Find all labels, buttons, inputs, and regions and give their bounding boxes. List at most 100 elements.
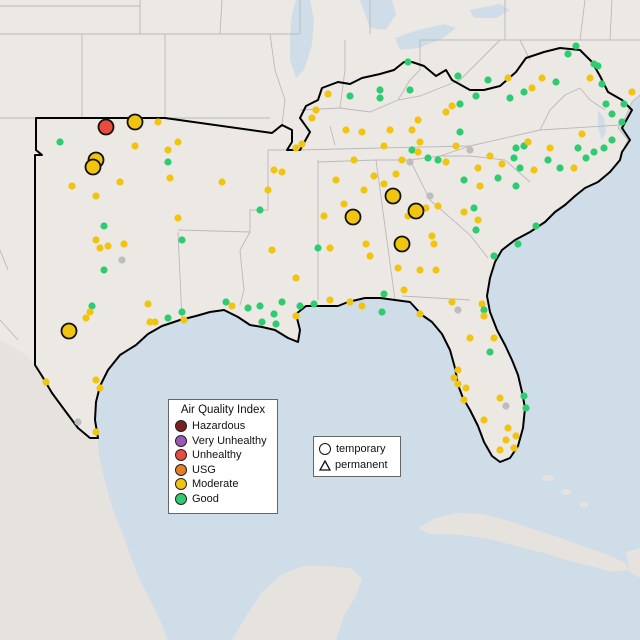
monitor-marker — [512, 182, 520, 190]
monitor-marker — [546, 144, 554, 152]
monitor-marker — [516, 164, 524, 172]
monitor-marker — [270, 166, 278, 174]
monitor-marker — [120, 240, 128, 248]
monitor-marker — [376, 86, 384, 94]
legend-item-permanent: permanent — [319, 457, 395, 473]
monitor-marker — [520, 88, 528, 96]
legend-item-moderate: Moderate — [175, 477, 271, 492]
monitor-marker — [510, 444, 518, 452]
moderate-swatch — [175, 478, 187, 491]
monitor-marker — [490, 334, 498, 342]
monitor-marker — [292, 144, 300, 152]
legend-item-label: Hazardous — [192, 420, 246, 433]
temporary-monitor-marker — [407, 202, 425, 220]
monitor-marker — [472, 92, 480, 100]
monitor-marker — [398, 156, 406, 164]
chesapeake-bay — [598, 110, 606, 140]
monitor-marker — [350, 156, 358, 164]
monitor-marker — [618, 118, 626, 126]
monitor-marker — [590, 148, 598, 156]
monitor-marker — [512, 144, 520, 152]
monitor-marker — [570, 164, 578, 172]
monitor-marker — [100, 266, 108, 274]
monitor-marker — [312, 106, 320, 114]
monitor-marker — [326, 244, 334, 252]
monitor-marker — [442, 108, 450, 116]
monitor-marker — [164, 314, 172, 322]
temporary-monitor-marker — [384, 187, 402, 205]
lake-erie — [395, 24, 456, 50]
monitor-marker — [598, 80, 606, 88]
monitor-marker — [278, 168, 286, 176]
monitor-marker — [480, 312, 488, 320]
monitor-marker — [426, 192, 434, 200]
legend-item-label: USG — [192, 463, 216, 476]
temporary-monitor-marker — [393, 235, 411, 253]
monitor-marker — [92, 428, 100, 436]
monitor-marker — [268, 246, 276, 254]
monitor-marker — [574, 144, 582, 152]
usg-swatch — [175, 463, 187, 476]
temporary-monitor-marker — [60, 322, 78, 340]
monitor-marker — [100, 222, 108, 230]
monitor-marker — [564, 50, 572, 58]
monitor-marker — [582, 154, 590, 162]
monitor-marker — [358, 128, 366, 136]
monitor-marker — [486, 348, 494, 356]
monitor-marker — [326, 296, 334, 304]
very-unhealthy-swatch — [175, 434, 187, 447]
monitor-marker — [470, 204, 478, 212]
monitor-marker — [386, 126, 394, 134]
lake-michigan — [290, 0, 314, 78]
monitor-marker — [324, 90, 332, 98]
monitor-marker — [278, 298, 286, 306]
monitor-marker — [480, 416, 488, 424]
monitor-marker — [151, 318, 159, 326]
monitor-marker — [296, 302, 304, 310]
monitor-marker — [298, 140, 306, 148]
monitor-marker — [502, 436, 510, 444]
triangle-icon — [319, 459, 331, 471]
temporary-monitor-marker — [344, 208, 362, 226]
monitor-marker — [346, 92, 354, 100]
monitor-marker — [244, 304, 252, 312]
monitor-marker — [404, 58, 412, 66]
monitor-marker — [320, 212, 328, 220]
region-outline — [34, 47, 633, 463]
legend-item-usg: USG — [175, 463, 271, 478]
monitor-marker — [460, 396, 468, 404]
monitor-marker — [514, 240, 522, 248]
monitor-marker — [456, 100, 464, 108]
monitor-marker — [92, 236, 100, 244]
monitor-marker — [88, 302, 96, 310]
monitor-marker — [522, 404, 530, 412]
monitor-marker — [428, 232, 436, 240]
monitor-marker — [394, 264, 402, 272]
monitor-marker — [174, 138, 182, 146]
monitor-marker — [472, 226, 480, 234]
monitor-marker — [620, 100, 628, 108]
monitor-marker — [430, 240, 438, 248]
monitor-marker — [414, 148, 422, 156]
large-monitor-markers — [60, 113, 425, 340]
monitor-marker — [96, 244, 104, 252]
yucatan-land — [232, 566, 362, 640]
monitor-marker — [416, 266, 424, 274]
monitor-marker — [164, 158, 172, 166]
monitor-marker — [178, 236, 186, 244]
monitor-marker — [530, 166, 538, 174]
monitor-marker — [454, 72, 462, 80]
monitor-marker — [478, 300, 486, 308]
monitor-marker — [380, 142, 388, 150]
monitor-marker — [308, 114, 316, 122]
monitor-marker — [180, 316, 188, 324]
monitor-marker — [416, 138, 424, 146]
monitor-marker — [502, 402, 510, 410]
monitor-marker — [92, 376, 100, 384]
monitor-marker — [466, 334, 474, 342]
monitor-marker — [104, 242, 112, 250]
monitor-marker — [376, 94, 384, 102]
monitor-marker — [218, 178, 226, 186]
monitor-marker — [586, 74, 594, 82]
